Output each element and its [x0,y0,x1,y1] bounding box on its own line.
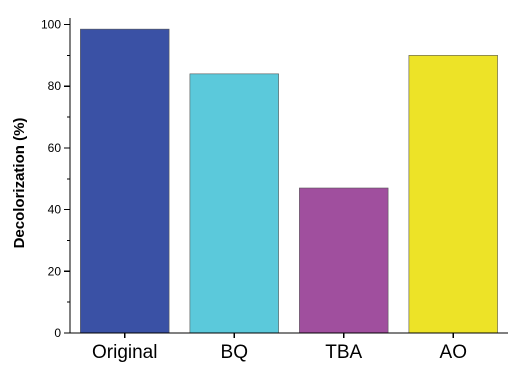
bars-group [80,28,498,334]
bar-bq [189,73,279,334]
y-axis-label: Decolorization (%) [11,118,28,249]
y-axis: 0 20 40 60 80 100 [41,18,71,340]
y-tick-label: 40 [48,203,62,217]
y-tick-label: 0 [54,326,61,340]
x-tick-label-bq: BQ [221,342,248,363]
bar-original [80,28,170,334]
y-tick-label: 80 [48,79,62,93]
bar-ao [408,55,498,334]
y-tick-label: 60 [48,141,62,155]
x-axis: Original BQ TBA AO [70,332,508,363]
x-tick-label-ao: AO [440,342,467,363]
x-tick-label-original: Original [92,342,157,363]
bar-tba [299,187,389,334]
y-tick-label: 20 [48,264,62,278]
y-tick-label: 100 [41,18,61,32]
x-tick-label-tba: TBA [325,342,362,363]
